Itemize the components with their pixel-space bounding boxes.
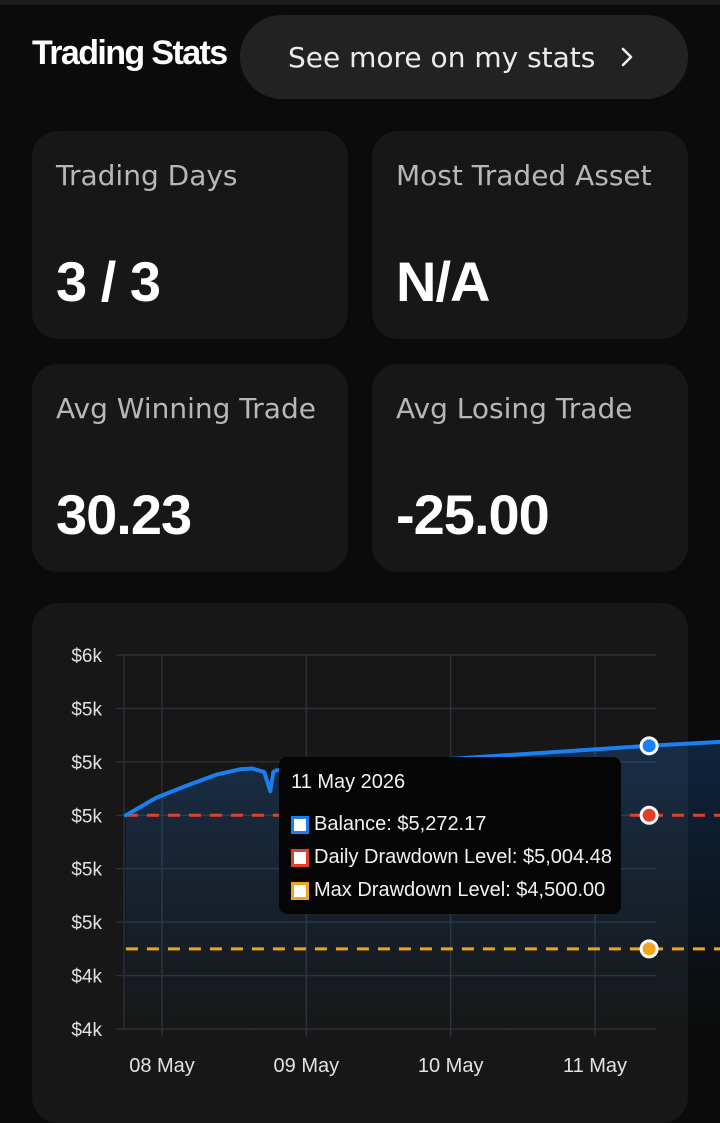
- y-tick-label: $4k: [71, 967, 102, 988]
- stat-card-avg-winning-trade: Avg Winning Trade 30.23: [32, 364, 348, 572]
- stat-value: 30.23: [56, 483, 192, 546]
- chevron-right-icon: [621, 47, 633, 67]
- y-tick-label: $5k: [71, 860, 102, 881]
- max-drawdown-point-marker: [639, 939, 659, 959]
- stat-card-most-traded-asset: Most Traded Asset N/A: [372, 131, 688, 339]
- stat-card-avg-losing-trade: Avg Losing Trade -25.00: [372, 364, 688, 572]
- tooltip-date: 11 May 2026: [291, 771, 406, 793]
- daily-drawdown-swatch: [291, 848, 309, 867]
- balance-point-marker: [639, 736, 659, 756]
- tooltip-row-max-drawdown: Max Drawdown Level: $4,500.00: [291, 874, 609, 907]
- stat-label: Trading Days: [56, 159, 238, 192]
- daily-drawdown-point-marker: [639, 805, 659, 825]
- stat-value: 3 / 3: [56, 250, 161, 313]
- y-tick-label: $6k: [71, 646, 102, 667]
- chart-tooltip: 11 May 2026 Balance: $5,272.17 Daily Dra…: [279, 757, 621, 914]
- y-tick-label: $5k: [71, 913, 102, 934]
- stat-value: -25.00: [396, 483, 550, 546]
- tooltip-daily-drawdown-text: Daily Drawdown Level: $5,004.48: [314, 846, 612, 868]
- top-divider: [0, 0, 720, 5]
- see-more-stats-button[interactable]: See more on my stats: [240, 15, 688, 99]
- tooltip-max-drawdown-text: Max Drawdown Level: $4,500.00: [314, 879, 606, 901]
- tooltip-row-daily-drawdown: Daily Drawdown Level: $5,004.48: [291, 841, 612, 874]
- y-tick-label: $5k: [71, 806, 102, 827]
- x-tick-label: 08 May: [129, 1055, 195, 1077]
- x-tick-label: 10 May: [418, 1055, 484, 1077]
- max-drawdown-swatch: [291, 881, 309, 900]
- stat-label: Most Traded Asset: [396, 159, 652, 192]
- tooltip-balance-text: Balance: $5,272.17: [314, 813, 487, 835]
- y-tick-label: $5k: [71, 699, 102, 720]
- x-tick-label: 11 May: [563, 1055, 627, 1077]
- stat-label: Avg Winning Trade: [56, 392, 316, 425]
- stat-card-trading-days: Trading Days 3 / 3: [32, 131, 348, 339]
- stat-label: Avg Losing Trade: [396, 392, 633, 425]
- y-tick-label: $4k: [71, 1020, 102, 1041]
- tooltip-row-balance: Balance: $5,272.17: [291, 808, 609, 841]
- balance-swatch: [291, 815, 309, 834]
- see-more-stats-label: See more on my stats: [288, 40, 596, 74]
- y-tick-label: $5k: [71, 753, 102, 774]
- section-title: Trading Stats: [32, 34, 228, 72]
- x-tick-label: 09 May: [274, 1055, 340, 1077]
- stat-value: N/A: [396, 250, 490, 313]
